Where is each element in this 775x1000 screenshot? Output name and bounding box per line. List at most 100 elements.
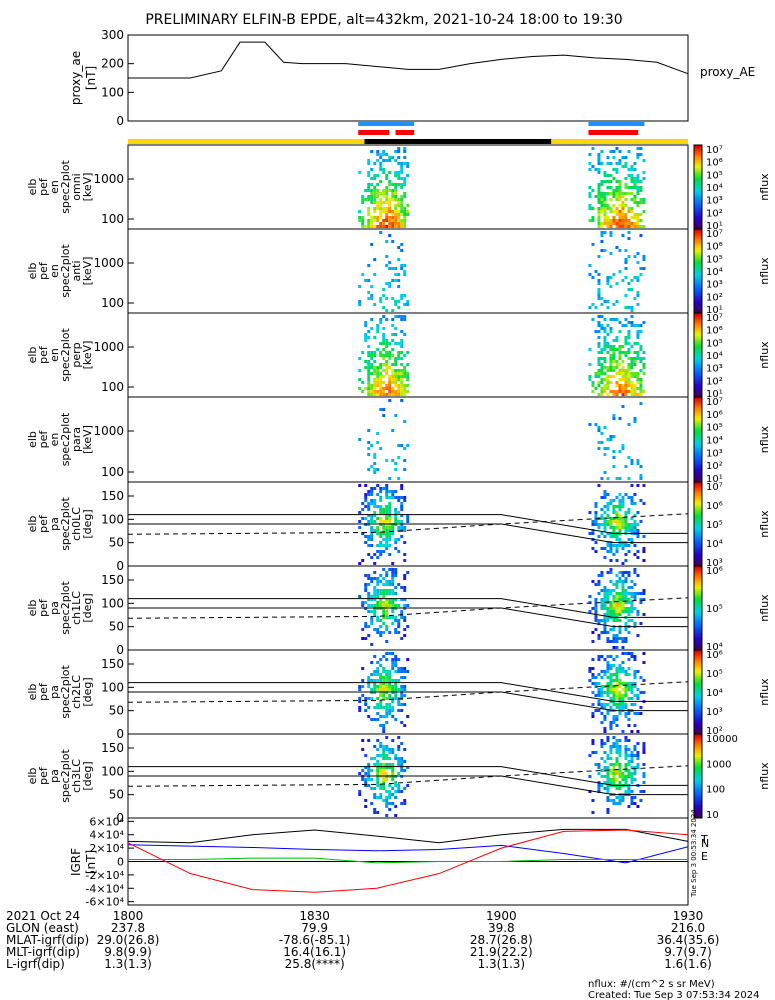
spectrum-pixel <box>391 378 395 381</box>
spectrum-pixel <box>603 384 607 387</box>
colorbar-cell <box>694 350 702 354</box>
spectrum-pixel <box>606 712 610 715</box>
loss-cone-line <box>128 691 688 712</box>
spectrum-pixel <box>618 186 622 189</box>
spectrum-pixel <box>624 757 628 760</box>
spectrum-pixel <box>403 748 407 751</box>
colorbar-cell <box>694 155 702 159</box>
loss-cone-line <box>128 598 688 618</box>
spectrum-pixel <box>597 709 601 712</box>
spectrum-pixel <box>606 811 610 814</box>
colorbar-cell <box>694 629 702 632</box>
spectrum-pixel <box>388 598 392 601</box>
spectrum-pixel <box>597 330 601 333</box>
spectrum-pixel <box>379 700 383 703</box>
colorbar-cell <box>694 340 702 343</box>
spectrum-pixel <box>394 604 398 607</box>
spectrum-pixel <box>618 523 622 526</box>
spectrum-pixel <box>591 742 595 745</box>
spectrum-pixel <box>382 306 386 309</box>
spectrum-pixel <box>391 213 395 216</box>
colorbar-cell <box>694 597 702 601</box>
spectrum-pixel <box>621 351 625 354</box>
spectrum-pixel <box>603 348 607 351</box>
spectrum-pixel <box>379 793 383 796</box>
spectrum-pixel <box>627 288 631 291</box>
spectrum-pixel <box>388 207 392 210</box>
proxy-ae-ylabel: proxy_ae <box>69 51 83 105</box>
spectrum-pixel <box>385 366 389 369</box>
spectrum-pixel <box>615 282 619 285</box>
spectrum-pixel <box>370 487 374 490</box>
spectrum-pixel <box>373 189 377 192</box>
spectrum-pixel <box>615 691 619 694</box>
spectrum-pixel <box>403 694 407 697</box>
spectrum-pixel <box>376 619 380 622</box>
spectrum-pixel <box>364 484 368 487</box>
spectrum-pixel <box>609 198 613 201</box>
colorbar-cell <box>694 700 702 703</box>
spectrum-pixel <box>606 523 610 526</box>
spectrum-pixel <box>385 189 389 192</box>
spectrum-pixel <box>618 390 622 393</box>
colorbar-cell <box>694 327 702 331</box>
spectrum-pixel <box>609 745 613 748</box>
spectrum-pixel <box>639 676 643 679</box>
spectrum-pixel <box>606 616 610 619</box>
spectrum-pixel <box>406 300 410 303</box>
spectrum-pixel <box>379 520 383 523</box>
xaxis-mlat-value: -78.6(-85.1) <box>279 933 350 947</box>
spectrum-pixel <box>609 375 613 378</box>
spectrum-pixel <box>618 183 622 186</box>
spectrum-pixel <box>588 162 592 165</box>
spectrum-pixel <box>591 547 595 550</box>
colorbar-cell <box>694 635 702 638</box>
colorbar-cell <box>694 262 702 266</box>
spectrum-pixel <box>615 393 619 396</box>
spectrum-pixel <box>633 769 637 772</box>
spectrum-pixel <box>394 279 398 282</box>
spectrum-pixel <box>624 267 628 270</box>
spectrum-pixel <box>373 273 377 276</box>
spectrum-pixel <box>597 688 601 691</box>
spectrum-pixel <box>603 673 607 676</box>
spectrum-pixel <box>376 381 380 384</box>
spectrum-pixel <box>624 222 628 225</box>
spectrum-pixel <box>621 405 625 408</box>
spectrum-pixel <box>621 324 625 327</box>
spectrum-pixel <box>618 682 622 685</box>
spectrum-pixel <box>364 778 368 781</box>
spectrum-pixel <box>367 297 371 300</box>
spectrum-pixel <box>612 204 616 207</box>
spectrum-pixel <box>621 595 625 598</box>
spectrum-pixel <box>609 757 613 760</box>
colorbar-cell <box>694 650 702 653</box>
colorbar-cell <box>694 433 702 436</box>
spectrum-pixel <box>397 357 401 360</box>
colorbar-cell <box>694 694 702 697</box>
spectrum-pixel <box>388 790 392 793</box>
colorbar-tick-label: 10¹ <box>706 474 723 485</box>
spectrum-pixel <box>606 613 610 616</box>
spectrum-pixel <box>388 285 392 288</box>
spectrum-pixel <box>597 198 601 201</box>
units-note: nflux: #/(cm^2 s sr MeV) <box>588 979 715 990</box>
spectrum-pixel <box>594 375 598 378</box>
spectrum-pixel <box>636 751 640 754</box>
colorbar-tick-label: 10¹ <box>706 221 723 232</box>
spectrum-pixel <box>376 688 380 691</box>
spectrum-pixel <box>609 192 613 195</box>
spectrum-pixel <box>618 694 622 697</box>
colorbar-cell <box>694 271 702 274</box>
spectrum-pixel <box>600 192 604 195</box>
spectrum-pixel <box>400 688 404 691</box>
spectrum-pixel <box>624 745 628 748</box>
spectrum-pixel <box>358 700 362 703</box>
spectrum-pixel <box>367 634 371 637</box>
spectrum-pixel <box>627 150 631 153</box>
colorbar-cell <box>694 645 702 649</box>
spectrum-pixel <box>376 697 380 700</box>
spectrum-pixel <box>376 174 380 177</box>
spectrum-pixel <box>597 351 601 354</box>
spectrum-pixel <box>615 496 619 499</box>
